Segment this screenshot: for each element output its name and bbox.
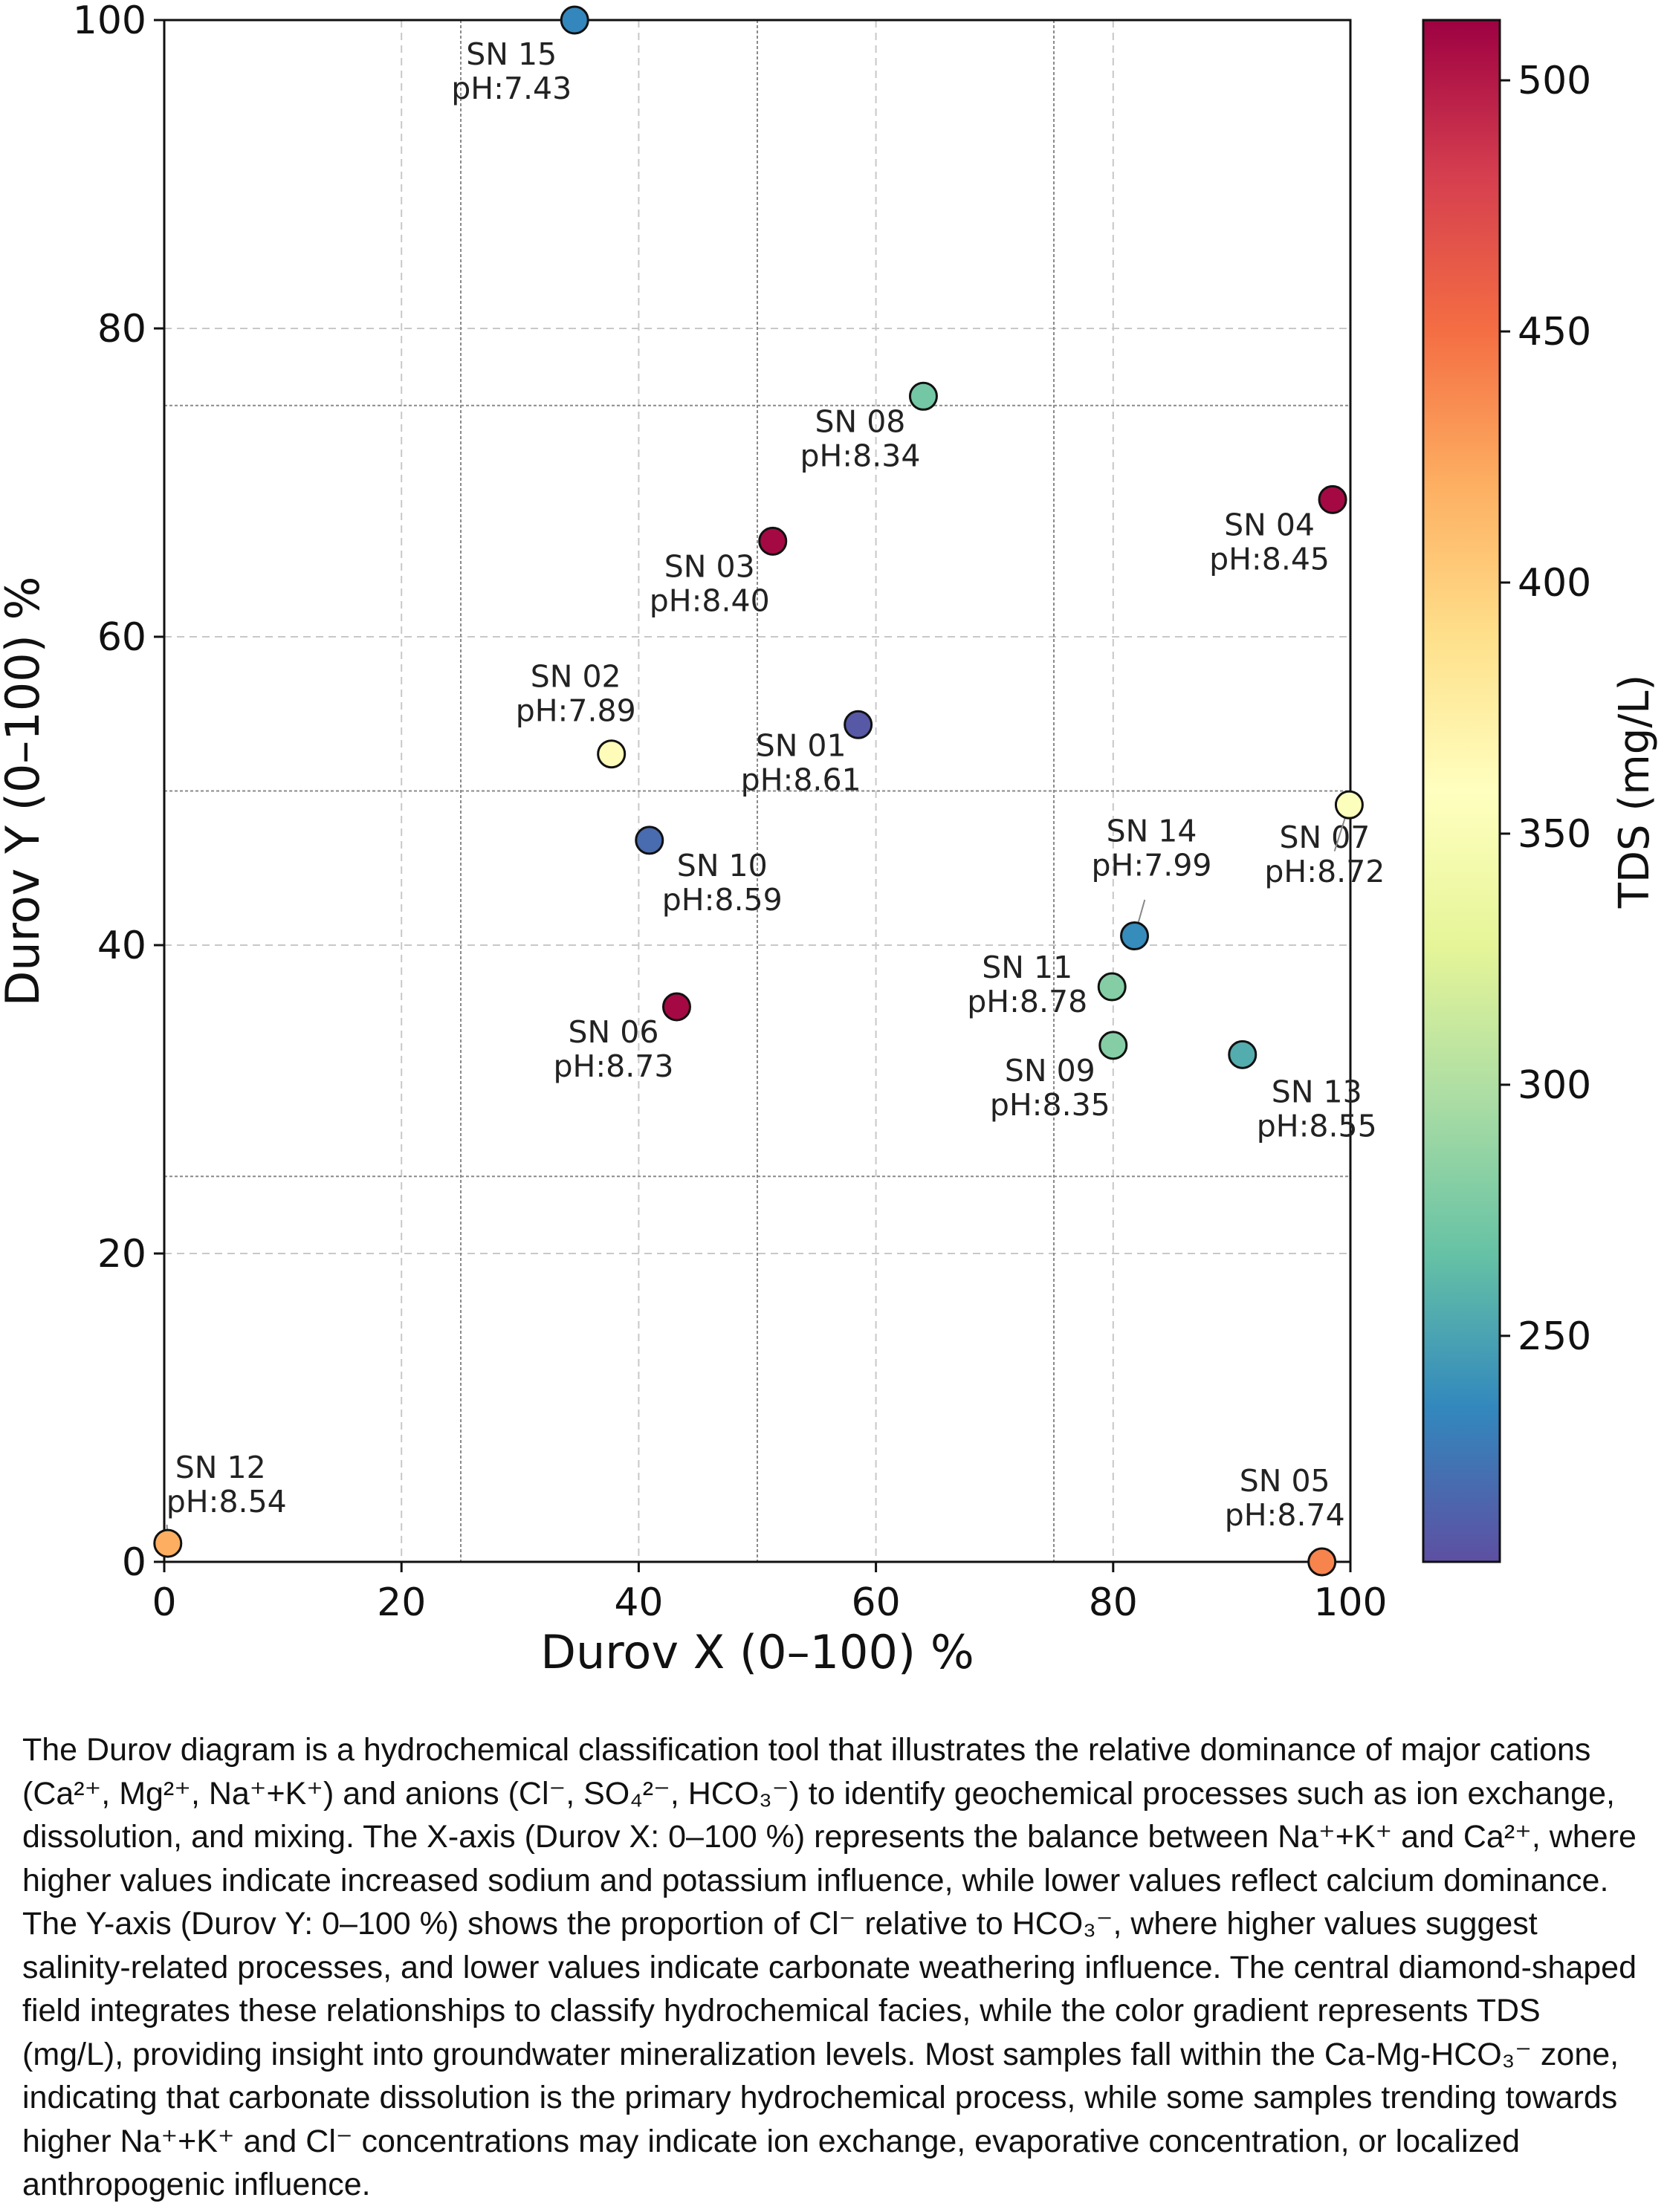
- point-label-ph: pH:8.54: [166, 1484, 287, 1519]
- point-label-ph: pH:8.72: [1264, 854, 1385, 889]
- point-label-id: SN 08: [815, 403, 905, 439]
- colorbar-ticks: 250 300 350 400 450 500: [1500, 59, 1591, 1359]
- point-label-id: SN 15: [466, 36, 557, 72]
- point-label-ph: pH:8.78: [967, 984, 1087, 1019]
- data-point: [1120, 921, 1150, 951]
- y-tick-label: 100: [73, 0, 146, 43]
- point-label-id: SN 14: [1107, 814, 1197, 849]
- x-tick-label: 100: [1313, 1580, 1387, 1625]
- y-axis-label: Durov Y (0–100) %: [0, 577, 50, 1007]
- colorbar-tick-label: 300: [1518, 1063, 1591, 1108]
- figure-caption: The Durov diagram is a hydrochemical cla…: [22, 1732, 1637, 2202]
- x-tick-label: 20: [377, 1580, 426, 1625]
- x-tick-label: 80: [1089, 1580, 1138, 1625]
- data-point: [1228, 1039, 1257, 1069]
- data-point: [1334, 790, 1364, 820]
- point-label-id: SN 03: [664, 548, 755, 584]
- data-point: [1318, 484, 1347, 514]
- point-label-id: SN 05: [1240, 1463, 1330, 1499]
- x-tick-label: 60: [852, 1580, 901, 1625]
- colorbar-tick-label: 350: [1518, 812, 1591, 857]
- point-label-id: SN 01: [756, 727, 847, 763]
- point-label-id: SN 06: [569, 1014, 659, 1050]
- data-points: [153, 5, 1364, 1577]
- colorbar-label: TDS (mg/L): [1611, 675, 1659, 909]
- data-point: [635, 826, 664, 855]
- point-label-id: SN 04: [1224, 507, 1315, 542]
- point-label-ph: pH:8.74: [1225, 1497, 1345, 1533]
- data-point: [661, 992, 691, 1022]
- point-label-ph: pH:8.40: [650, 583, 770, 618]
- y-tick-label: 20: [97, 1232, 146, 1277]
- point-label-ph: pH:8.55: [1257, 1108, 1377, 1144]
- point-label-ph: pH:7.89: [516, 693, 636, 729]
- data-point: [153, 1528, 183, 1558]
- point-label-ph: pH:8.59: [662, 882, 783, 918]
- point-label-ph: pH:8.34: [800, 438, 920, 473]
- data-point: [1098, 1031, 1128, 1060]
- point-label-id: SN 07: [1279, 820, 1370, 855]
- point-label-ph: pH:7.43: [451, 71, 572, 106]
- data-point: [908, 381, 938, 411]
- axis-ticks: 0 20 40 60 80 100 0 20 40 60 80 100: [73, 0, 1388, 1625]
- colorbar-gradient: [1422, 19, 1501, 1563]
- data-point: [844, 710, 873, 739]
- colorbar-tick-label: 400: [1518, 561, 1591, 606]
- point-label-id: SN 13: [1272, 1074, 1362, 1109]
- point-label-id: SN 09: [1005, 1053, 1095, 1089]
- point-label-id: SN 11: [982, 950, 1072, 985]
- y-tick-label: 80: [97, 307, 146, 351]
- data-point: [1097, 972, 1127, 1002]
- field-boundaries: [164, 20, 1350, 1562]
- colorbar-tick-label: 450: [1518, 310, 1591, 354]
- point-label-ph: pH:8.61: [741, 762, 861, 797]
- x-axis-label: Durov X (0–100) %: [540, 1625, 974, 1679]
- y-tick-label: 60: [97, 615, 146, 660]
- colorbar-tick-label: 250: [1518, 1314, 1591, 1359]
- point-label-id: SN 10: [677, 848, 768, 883]
- data-point: [597, 739, 627, 769]
- point-label-ph: pH:8.73: [553, 1048, 673, 1084]
- point-label-ph: pH:8.45: [1209, 541, 1330, 577]
- x-tick-label: 40: [614, 1580, 663, 1625]
- point-label-ph: pH:8.35: [990, 1087, 1110, 1123]
- colorbar-tick-label: 500: [1518, 59, 1591, 103]
- point-label-ph: pH:7.99: [1092, 848, 1212, 883]
- data-point: [1307, 1547, 1337, 1577]
- x-tick-label: 0: [152, 1580, 176, 1625]
- data-point: [758, 526, 788, 556]
- data-point: [560, 5, 589, 35]
- y-tick-label: 40: [97, 924, 146, 968]
- point-label-id: SN 02: [531, 659, 621, 695]
- point-label-id: SN 12: [175, 1450, 266, 1485]
- y-tick-label: 0: [122, 1540, 146, 1585]
- colorbar: 250 300 350 400 450 500 TDS (mg/L): [1422, 19, 1659, 1563]
